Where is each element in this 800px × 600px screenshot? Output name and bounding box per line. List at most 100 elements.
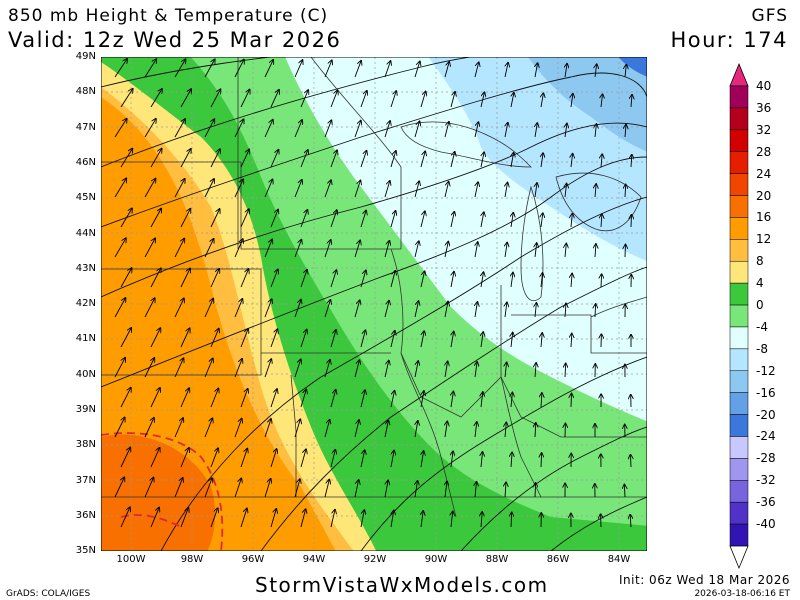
wind-vector: [354, 181, 360, 198]
wind-vector: [541, 273, 543, 288]
wind-vector: [150, 268, 161, 288]
wind-vector: [565, 304, 566, 318]
wind-vector: [234, 479, 241, 498]
wind-vector: [535, 63, 538, 78]
colorbar-top-cap: [729, 62, 749, 87]
wind-vector: [294, 60, 303, 78]
wind-vector: [324, 60, 332, 78]
wind-vector: [120, 448, 130, 468]
wind-vector: [354, 300, 360, 318]
lat-label: 38N: [75, 439, 96, 451]
wind-vector: [414, 121, 420, 138]
wind-vector: [324, 480, 329, 498]
wind-vector: [150, 209, 161, 228]
wind-vector: [414, 181, 419, 198]
wind-vector: [114, 477, 124, 498]
wind-vector: [475, 482, 477, 498]
wind-vector: [300, 270, 307, 288]
wind-vector: [120, 328, 131, 348]
wind-vector: [120, 208, 132, 228]
wind-vector: [324, 180, 331, 198]
wind-vector: [444, 182, 449, 198]
wind-vector: [571, 154, 573, 168]
wind-vector: [444, 62, 449, 78]
wind-vector: [240, 90, 250, 108]
lat-label: 40N: [75, 368, 96, 380]
wind-vector: [511, 93, 514, 108]
lat-label: 48N: [75, 86, 96, 98]
wind-vector: [144, 179, 156, 198]
wind-vector: [511, 513, 512, 528]
wind-vector: [120, 507, 130, 528]
wind-vector: [120, 149, 132, 168]
wind-vector: [565, 244, 566, 258]
wind-vector: [294, 300, 301, 318]
wind-vector: [330, 450, 335, 468]
wind-vector: [360, 390, 365, 408]
wind-vector: [270, 329, 277, 348]
wind-vector: [414, 301, 419, 318]
wind-vector: [300, 509, 306, 528]
colorbar-cell: [729, 304, 749, 328]
wind-vector: [270, 90, 279, 108]
wind-vector: [270, 150, 279, 168]
wind-vector: [625, 65, 626, 78]
lon-label: 84W: [607, 554, 631, 565]
wind-vector: [234, 60, 244, 78]
wind-vector: [505, 183, 508, 198]
wind-vector: [294, 359, 301, 378]
lat-label: 37N: [75, 474, 96, 486]
lon-label: 90W: [424, 554, 448, 565]
wind-vector: [595, 184, 596, 198]
wind-vector: [114, 178, 126, 198]
lon-label: 92W: [363, 554, 387, 565]
wind-vector: [264, 359, 271, 378]
colorbar-label: -20: [756, 407, 776, 422]
wind-vector: [150, 89, 162, 108]
wind-vector: [625, 245, 626, 258]
wind-vector: [270, 210, 278, 228]
lat-label: 35N: [75, 545, 96, 557]
lat-label: 41N: [75, 333, 96, 345]
wind-vector: [150, 448, 160, 468]
wind-vector: [535, 183, 537, 198]
wind-vector: [210, 329, 219, 348]
wind-vector: [330, 210, 337, 228]
wind-vector: [421, 511, 423, 528]
wind-vector: [445, 302, 448, 318]
wind-vector: [144, 298, 155, 318]
wind-vector: [204, 478, 212, 498]
wind-vector: [264, 479, 271, 498]
wind-vector: [421, 391, 424, 408]
colorbar-cell: [729, 282, 749, 306]
wind-vector: [451, 452, 453, 468]
colorbar-cell: [729, 414, 749, 437]
wind-vector: [624, 485, 625, 498]
lon-label: 100W: [116, 554, 146, 565]
wind-vector: [535, 423, 536, 438]
colorbar-cell: [729, 436, 749, 459]
state-borders: [101, 57, 647, 551]
wind-vector: [234, 359, 242, 378]
wind-vector: [330, 510, 335, 528]
wind-vector: [601, 154, 602, 168]
wind-vector: [384, 121, 390, 138]
wind-vector: [505, 63, 508, 78]
wind-vector: [270, 389, 277, 408]
wind-vector: [174, 179, 185, 198]
lon-label: 98W: [180, 554, 204, 565]
wind-vector: [264, 419, 271, 438]
wind-vector: [414, 241, 419, 258]
grads-credit: GrADS: COLA/IGES: [6, 589, 91, 599]
wind-vector: [180, 209, 190, 228]
wind-vector: [180, 89, 191, 108]
wind-vector: [450, 212, 454, 228]
wind-vector: [240, 389, 248, 408]
wind-vector: [114, 238, 126, 258]
colorbar-label: -40: [756, 517, 776, 532]
wind-vector: [511, 333, 513, 348]
wind-vector: [565, 364, 566, 378]
wind-vector: [505, 123, 508, 138]
colorbar-label: 8: [756, 254, 764, 269]
wind-vector: [234, 299, 242, 318]
